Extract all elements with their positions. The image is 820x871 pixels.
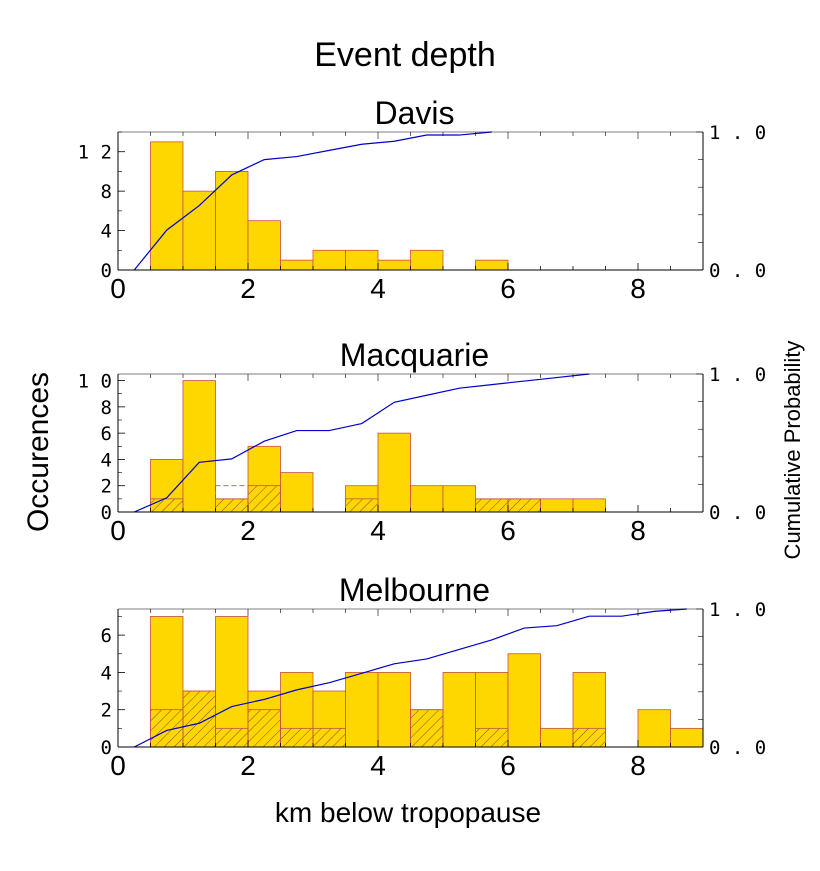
x-tick-label: 0 bbox=[110, 750, 126, 781]
histogram-bar bbox=[377, 432, 411, 513]
y-tick-label: 8 bbox=[101, 397, 112, 419]
x-tick-label: 2 bbox=[240, 750, 256, 781]
histogram-bar bbox=[280, 472, 314, 513]
y-tick-label: 2 bbox=[101, 476, 112, 498]
histogram-bar bbox=[410, 485, 444, 513]
histogram-bar bbox=[182, 380, 216, 513]
figure-title: Event depth bbox=[314, 36, 495, 74]
y2-tick-label: 1 . 0 bbox=[709, 122, 766, 144]
cumulative-probability-line bbox=[133, 608, 687, 748]
hatched-bar bbox=[247, 485, 281, 513]
histogram-bar bbox=[540, 727, 574, 748]
y-tick-label: 0 bbox=[101, 737, 112, 759]
y-axis-label-left: Occurences bbox=[22, 372, 55, 532]
x-tick-label: 2 bbox=[240, 515, 256, 546]
y2-tick-label: 0 . 0 bbox=[709, 260, 766, 282]
histogram-bar bbox=[475, 259, 509, 271]
histogram-bar bbox=[215, 616, 249, 748]
hatched-bar bbox=[215, 727, 249, 748]
hatched-bar bbox=[507, 498, 541, 513]
y2-tick-label: 1 . 0 bbox=[709, 364, 766, 386]
cumulative-probability-line bbox=[133, 131, 492, 271]
hatched-bar bbox=[312, 727, 346, 748]
hatched-bar bbox=[215, 498, 249, 513]
panel-melbourne: Melbourne 0 2 4 6 8 0 2 4 6 0 . 0 1 . 0 bbox=[101, 572, 767, 781]
cumulative-probability-line bbox=[134, 373, 590, 513]
histogram-bar bbox=[345, 672, 379, 748]
x-tick-label: 8 bbox=[630, 273, 646, 304]
hatched-bar bbox=[182, 690, 216, 748]
histogram-bar bbox=[247, 220, 281, 271]
panel-title: Macquarie bbox=[340, 337, 489, 373]
x-axis-label: km below tropopause bbox=[275, 797, 541, 828]
y-tick-label: 1 0 bbox=[78, 371, 112, 393]
y-tick-label: 1 2 bbox=[78, 142, 112, 164]
y-tick-label: 0 bbox=[101, 502, 112, 524]
x-tick-label: 6 bbox=[500, 750, 516, 781]
hatched-bar bbox=[280, 727, 314, 748]
histogram-bar bbox=[410, 249, 444, 271]
y-tick-label: 6 bbox=[101, 423, 112, 445]
y-tick-label: 4 bbox=[101, 662, 112, 684]
x-tick-label: 4 bbox=[370, 515, 386, 546]
x-tick-label: 0 bbox=[110, 273, 126, 304]
hatched-bar bbox=[150, 498, 184, 513]
hatched-bar bbox=[475, 498, 509, 513]
x-tick-label: 4 bbox=[370, 273, 386, 304]
histogram-bar bbox=[637, 709, 671, 748]
y-tick-label: 4 bbox=[101, 221, 112, 243]
x-tick-label: 6 bbox=[500, 515, 516, 546]
x-tick-label: 8 bbox=[630, 750, 646, 781]
histogram-bar bbox=[442, 672, 476, 748]
x-tick-label: 8 bbox=[630, 515, 646, 546]
y-axis-label-right: Cumulative Probability bbox=[780, 341, 805, 560]
y2-tick-label: 0 . 0 bbox=[709, 737, 766, 759]
panel-macquarie: Macquarie 0 2 4 6 8 0 2 4 6 8 1 0 0 . 0 1 . 0 bbox=[78, 337, 767, 546]
y-tick-label: 8 bbox=[101, 181, 112, 203]
y-tick-label: 2 bbox=[101, 700, 112, 722]
histogram-bar bbox=[345, 249, 379, 271]
hatched-bar bbox=[475, 727, 509, 748]
histogram-bar bbox=[442, 485, 476, 513]
y2-tick-label: 0 . 0 bbox=[709, 502, 766, 524]
panel-title: Melbourne bbox=[339, 572, 490, 608]
x-tick-label: 6 bbox=[500, 273, 516, 304]
hatched-bar bbox=[345, 498, 379, 513]
hatched-bar bbox=[410, 709, 444, 748]
x-tick-label: 2 bbox=[240, 273, 256, 304]
histogram-bar bbox=[312, 249, 346, 271]
x-tick-label: 0 bbox=[110, 515, 126, 546]
histogram-bar bbox=[670, 727, 704, 748]
histogram-bar bbox=[377, 672, 411, 748]
y-tick-label: 6 bbox=[101, 625, 112, 647]
panel-davis: Davis 0 2 4 6 8 0 4 8 1 2 0 . 0 1 . 0 bbox=[78, 95, 767, 304]
histogram-bar bbox=[540, 498, 574, 513]
y-tick-label: 0 bbox=[101, 260, 112, 282]
x-tick-label: 4 bbox=[370, 750, 386, 781]
histogram-bar bbox=[150, 141, 184, 271]
histogram-bar bbox=[377, 259, 411, 271]
hatched-bar bbox=[247, 709, 281, 748]
histogram-bar bbox=[572, 498, 606, 513]
histogram-bar bbox=[280, 259, 314, 271]
histogram-bar bbox=[182, 190, 216, 271]
y-tick-label: 4 bbox=[101, 449, 112, 471]
panel-title: Davis bbox=[374, 95, 454, 131]
hatched-bar bbox=[572, 727, 606, 748]
histogram-bar bbox=[215, 171, 249, 271]
histogram-bar bbox=[507, 653, 541, 748]
y2-tick-label: 1 . 0 bbox=[709, 599, 766, 621]
